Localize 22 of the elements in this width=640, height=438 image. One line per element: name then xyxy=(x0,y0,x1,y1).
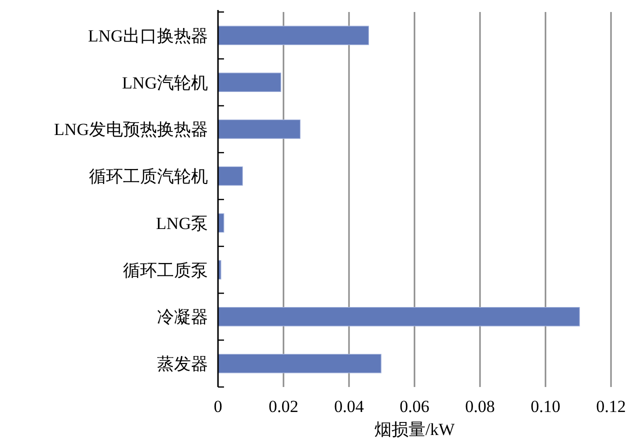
y-tick-label: LNG出口换热器 xyxy=(88,26,208,46)
x-tick-label: 0.08 xyxy=(465,397,495,416)
x-tick-label: 0.06 xyxy=(400,397,430,416)
bar xyxy=(218,307,580,326)
y-tick-label: 冷凝器 xyxy=(157,308,208,327)
x-tick-label: 0.10 xyxy=(530,397,560,416)
bar xyxy=(218,26,369,46)
y-tick-label: LNG泵 xyxy=(156,214,208,233)
bar xyxy=(218,72,282,92)
y-tick-label: LNG发电预热换热器 xyxy=(54,120,208,140)
bar xyxy=(218,354,382,374)
bar xyxy=(218,166,243,186)
y-tick-label: LNG汽轮机 xyxy=(122,73,208,92)
y-tick-label: 循环工质汽轮机 xyxy=(89,167,208,186)
x-tick-label: 0 xyxy=(214,397,222,416)
y-tick-label: 循环工质泵 xyxy=(123,260,208,280)
x-tick-label: 0.04 xyxy=(334,397,364,416)
x-tick-label: 0.12 xyxy=(596,397,626,416)
x-axis-title: 烟损量/kW xyxy=(374,420,456,438)
y-tick-label: 蒸发器 xyxy=(157,354,208,374)
bar xyxy=(218,120,301,139)
x-tick-label: 0.02 xyxy=(268,397,298,416)
